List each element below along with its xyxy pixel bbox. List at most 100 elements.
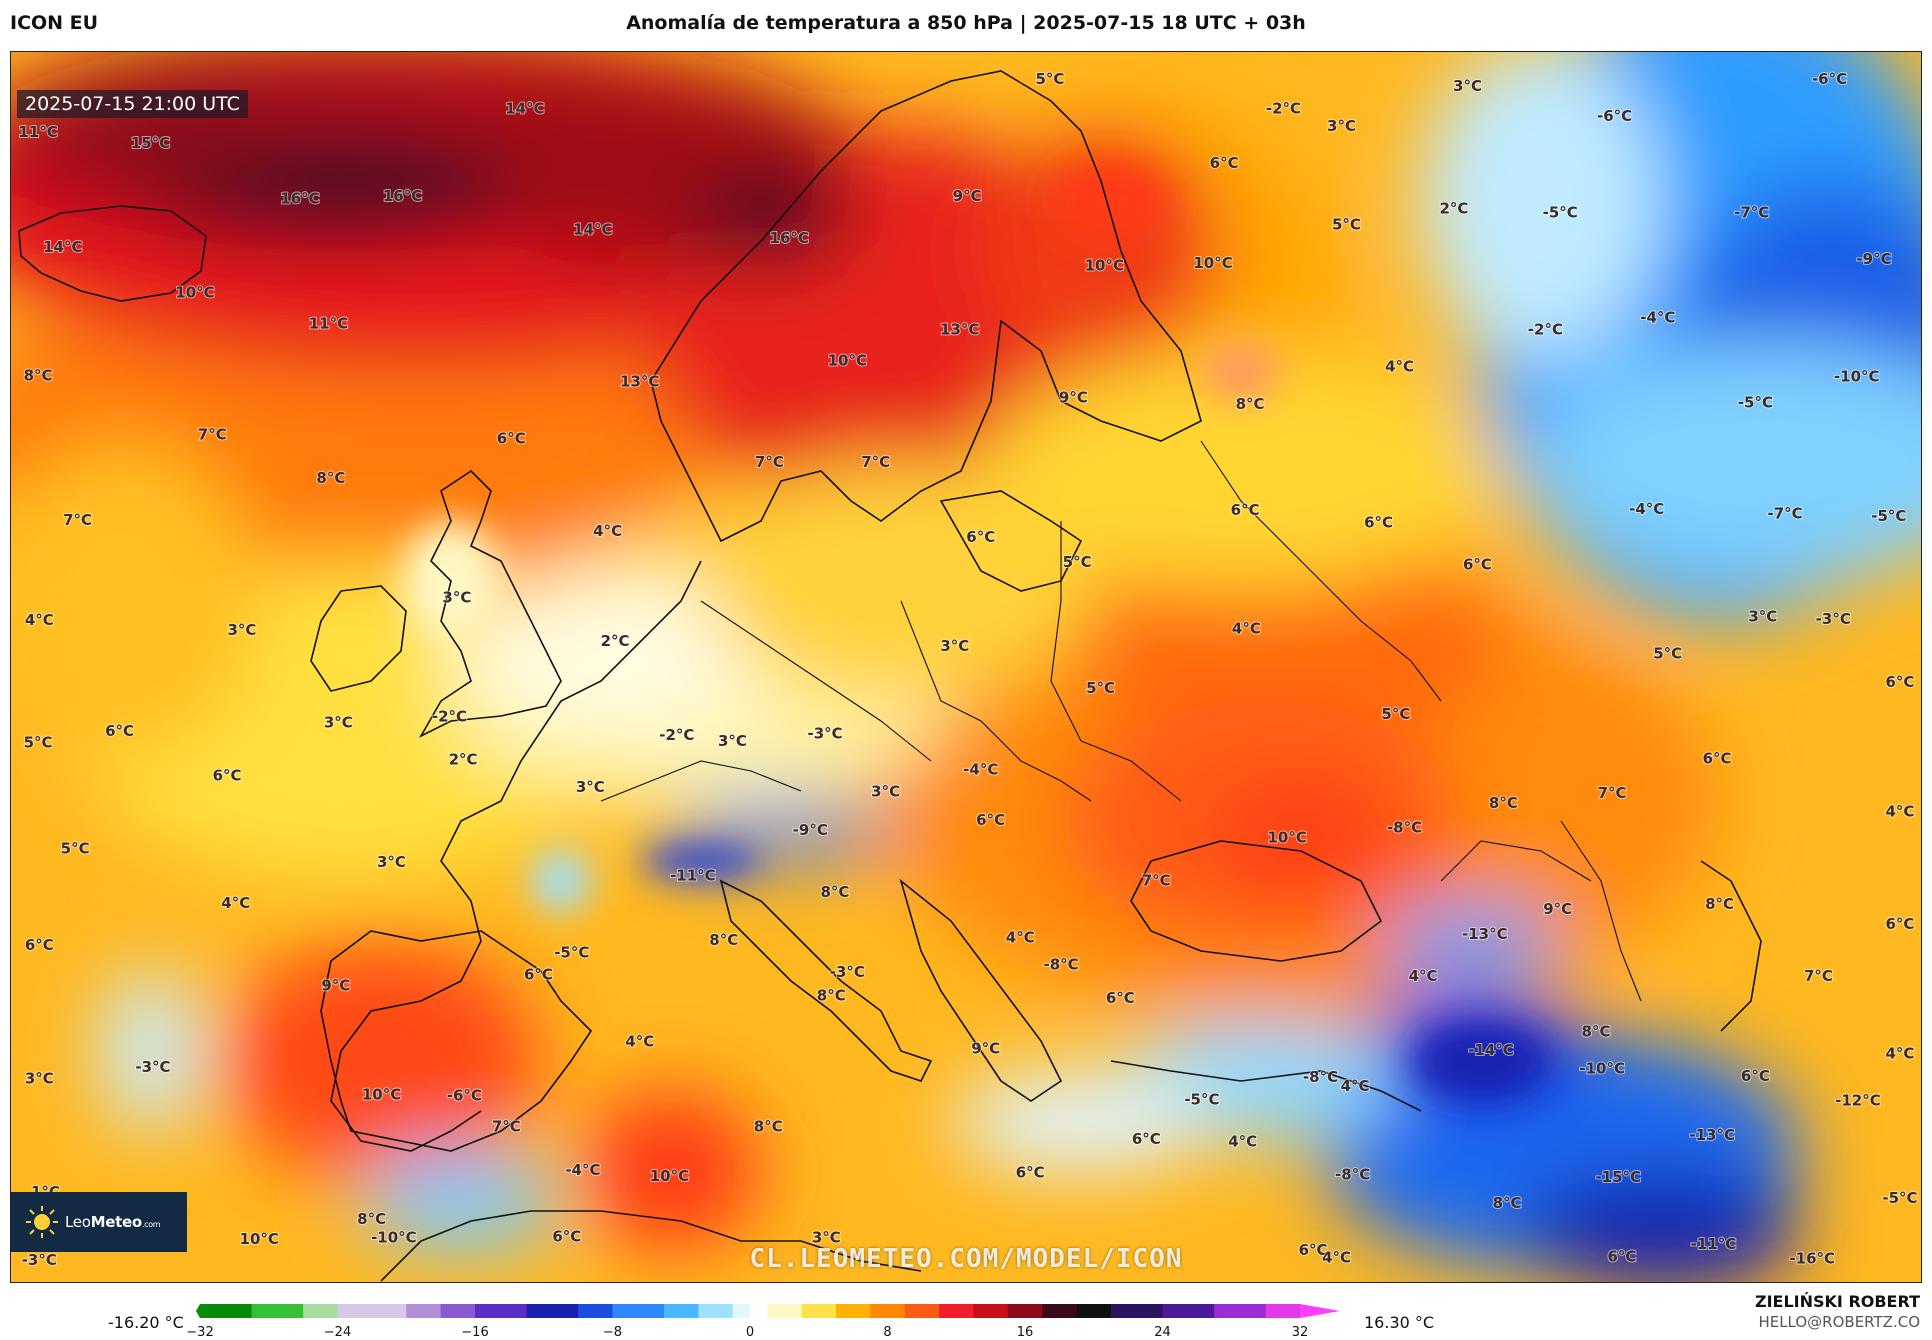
temperature-label: 8°C: [1489, 794, 1518, 812]
colorbar-tick-label: −16: [461, 1325, 489, 1340]
temperature-label: 8°C: [1493, 1194, 1522, 1212]
temperature-label: -2°C: [1266, 99, 1301, 117]
temperature-label: 4°C: [625, 1032, 654, 1050]
temperature-label: 6°C: [1364, 513, 1393, 531]
colorbar-tick-label: −24: [323, 1325, 352, 1340]
temperature-label: -10°C: [371, 1229, 417, 1247]
temperature-label: -6°C: [447, 1087, 482, 1105]
temperature-label: -4°C: [963, 760, 998, 778]
temperature-label: -6°C: [1812, 70, 1847, 88]
temperature-label: -13°C: [1462, 925, 1508, 943]
temperature-label: -6°C: [1597, 107, 1632, 125]
temperature-label: 6°C: [1703, 749, 1732, 767]
colorbar-max-arrow: [1300, 1304, 1340, 1318]
colorbar-tick-label: 16: [1016, 1325, 1034, 1340]
temperature-label: -5°C: [1543, 203, 1578, 221]
colorbar-segment: [870, 1304, 906, 1318]
colorbar-segment: [526, 1304, 579, 1318]
temperature-label: -11°C: [670, 867, 716, 885]
temperature-label: 9°C: [1059, 389, 1088, 407]
temperature-label: -8°C: [1303, 1068, 1338, 1086]
temperature-label: 6°C: [105, 722, 134, 740]
colorbar-segment: [1042, 1304, 1078, 1318]
temperature-label: 11°C: [309, 314, 348, 332]
temperature-label: -8°C: [1387, 819, 1422, 837]
temperature-label: -3°C: [807, 725, 842, 743]
temperature-label: -10°C: [1834, 368, 1880, 386]
temperature-label: -2°C: [659, 726, 694, 744]
temperature-label: 9°C: [321, 977, 350, 995]
temperature-label: 5°C: [1381, 705, 1410, 723]
temperature-label: 5°C: [1086, 679, 1115, 697]
temperature-label: 6°C: [976, 811, 1005, 829]
colorbar-segment: [698, 1304, 734, 1318]
temperature-label: -3°C: [22, 1251, 57, 1269]
colorbar-tick-label: 0: [745, 1325, 755, 1340]
temperature-label: 3°C: [718, 732, 747, 750]
colorbar-segment: [337, 1304, 407, 1318]
temperature-label: 8°C: [1236, 395, 1265, 413]
temperature-label: 14°C: [505, 99, 544, 117]
temperature-label: 10°C: [362, 1085, 401, 1103]
temperature-label: 2°C: [1439, 200, 1468, 218]
author-credit: ZIELIŃSKI ROBERT HELLO@ROBERTZ.CO: [1755, 1292, 1920, 1331]
temperature-label: 10°C: [650, 1167, 689, 1185]
temperature-label: 8°C: [1582, 1022, 1611, 1040]
temperature-label: -4°C: [565, 1161, 600, 1179]
temperature-label: 4°C: [1885, 1045, 1914, 1063]
temperature-label: 5°C: [1332, 216, 1361, 234]
temperature-label: 6°C: [1016, 1163, 1045, 1181]
temperature-label: 6°C: [213, 767, 242, 785]
temperature-label: 4°C: [221, 894, 250, 912]
temperature-label: 4°C: [1409, 967, 1438, 985]
temperature-label: 16°C: [770, 229, 809, 247]
colorbar-segment: [904, 1304, 940, 1318]
temperature-labels: 14°C 11°C 15°C 16°C 16°C 14°C 16°C 14°C 10°C 11°C…: [17, 69, 1918, 1270]
temperature-label: 6°C: [1106, 989, 1135, 1007]
temperature-label: 9°C: [953, 187, 982, 205]
colorbar-tick-label: −8: [602, 1325, 623, 1340]
leometeo-logo: LeoMeteo.com: [11, 1192, 187, 1252]
temperature-label: 4°C: [1232, 620, 1261, 638]
temperature-label: -9°C: [1856, 250, 1891, 268]
temperature-label: 16°C: [383, 187, 422, 205]
temperature-label: 6°C: [1231, 501, 1260, 519]
temperature-label: 10°C: [1085, 256, 1124, 274]
temperature-label: -4°C: [1640, 308, 1675, 326]
temperature-label: 3°C: [227, 621, 256, 639]
temperature-label: 3°C: [324, 714, 353, 732]
colorbar-segment: [664, 1304, 699, 1318]
colorbar-segment: [732, 1304, 751, 1318]
colorbar-segment: [578, 1304, 613, 1318]
temperature-label: 4°C: [1228, 1132, 1257, 1150]
temperature-label: 3°C: [940, 637, 969, 655]
valid-time-badge: 2025-07-15 21:00 UTC: [17, 90, 248, 118]
temperature-label: 8°C: [1705, 895, 1734, 913]
temperature-label: -4°C: [1629, 500, 1664, 518]
temperature-label: 16°C: [280, 190, 319, 208]
temperature-label: -5°C: [1871, 507, 1906, 525]
temperature-label: -2°C: [1528, 321, 1563, 339]
temperature-label: -3°C: [830, 963, 865, 981]
temperature-label: 6°C: [552, 1228, 581, 1246]
temperature-label: 9°C: [1543, 900, 1572, 918]
colorbar-segment: [1162, 1304, 1215, 1318]
temperature-label: 13°C: [620, 373, 659, 391]
temperature-label: 6°C: [1463, 555, 1492, 573]
colorbar-tick-label: −32: [186, 1325, 214, 1340]
temperature-label: 4°C: [593, 522, 622, 540]
temperature-label: 6°C: [25, 936, 54, 954]
temperature-label: 3°C: [812, 1229, 841, 1247]
temperature-label: 2°C: [449, 751, 478, 769]
temperature-label: -11°C: [1691, 1235, 1737, 1253]
temperature-label: 7°C: [1598, 784, 1627, 802]
colorbar-segment: [750, 1304, 768, 1318]
colorbar-segment: [475, 1304, 528, 1318]
temperature-label: 10°C: [828, 352, 867, 370]
colorbar-tick-label: 8: [883, 1325, 892, 1340]
colorbar-segment: [1214, 1304, 1267, 1318]
model-name: ICON EU: [10, 12, 99, 34]
temperature-label: 6°C: [497, 429, 526, 447]
colorbar-segment: [1110, 1304, 1163, 1318]
temperature-label: 3°C: [1327, 117, 1356, 135]
